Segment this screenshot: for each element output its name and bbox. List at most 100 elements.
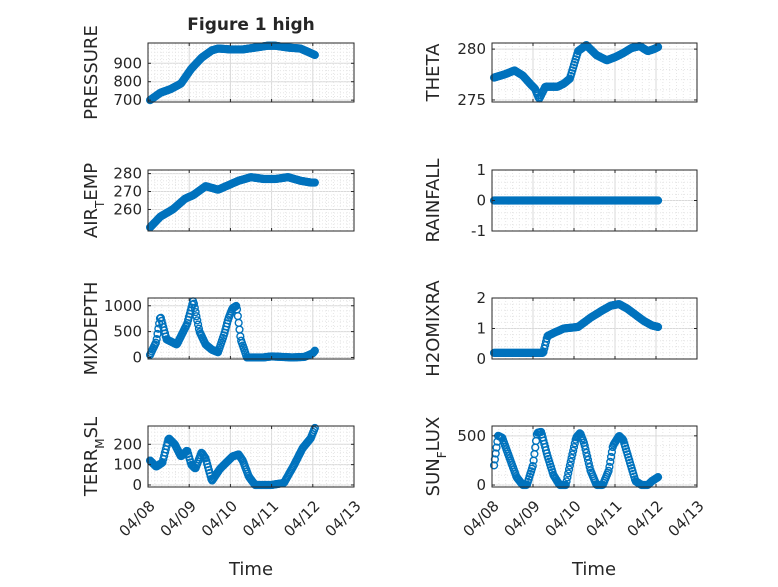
y-tick-label: 500 [113, 323, 142, 341]
x-tick-label: 04/13 [664, 497, 707, 540]
x-axis-label-left: Time [228, 559, 273, 580]
data-point [310, 50, 319, 60]
series-air-temp [145, 173, 319, 232]
y-tick-label: 1 [476, 320, 486, 338]
y-tick-label: 1 [476, 161, 486, 179]
y-tick-label: 280 [457, 40, 486, 58]
data-point [565, 461, 574, 470]
data-point [606, 452, 616, 462]
data-point [653, 42, 663, 52]
data-point [191, 307, 200, 317]
data-point [569, 446, 578, 455]
data-point [564, 469, 573, 478]
data-point [193, 320, 203, 329]
data-point [310, 178, 319, 187]
data-point [190, 303, 199, 313]
x-tick-label: 04/09 [157, 497, 200, 540]
y-tick-label: 100 [113, 456, 142, 474]
data-point [653, 322, 663, 332]
data-point [563, 473, 572, 482]
data-point [192, 312, 201, 321]
axes-box [147, 42, 355, 103]
x-tick-label: 04/11 [239, 497, 282, 540]
y-axis-label: MIXDEPTH [81, 282, 102, 376]
data-point [193, 316, 202, 325]
data-point [604, 466, 613, 475]
y-tick-label: 700 [113, 91, 142, 109]
subplot-sun-flux: 0 500 SUNFLUX 04/0804/0904/1004/1104/1204/1… [423, 417, 708, 541]
data-point [489, 461, 499, 470]
y-axis-label: H2OMIXRA [423, 280, 444, 377]
axes-box [147, 425, 355, 488]
y-tick-label: 200 [113, 435, 142, 453]
y-tick-label: 500 [457, 427, 486, 445]
y-tick-label: 0 [132, 476, 142, 494]
y-axis-label: AIRTEMP [81, 163, 107, 238]
x-tick-label: 04/11 [582, 497, 625, 540]
data-point [492, 443, 501, 452]
data-point [490, 455, 499, 464]
y-tick-label: 2 [476, 289, 486, 307]
subplot-theta: 275 280 THETA [423, 40, 698, 109]
data-point [564, 465, 574, 474]
x-tick-label: 04/09 [500, 497, 543, 540]
x-axis-label-right: Time [571, 559, 616, 580]
data-point [561, 480, 570, 490]
axes-box [147, 169, 355, 232]
data-point [585, 462, 594, 472]
series-mixdepth [145, 297, 319, 362]
y-axis-label: RAINFALL [423, 159, 444, 243]
data-point [607, 447, 617, 457]
data-point [562, 477, 571, 486]
x-tick-label: 04/12 [280, 497, 323, 540]
x-tick-label: 04/10 [198, 497, 241, 540]
data-point [538, 348, 547, 358]
series-pressure [145, 41, 319, 105]
data-point [568, 450, 577, 459]
data-point [569, 442, 579, 452]
y-tick-label: -1 [471, 222, 486, 240]
data-point [567, 454, 576, 463]
data-point [566, 457, 575, 466]
y-axis-label: THETA [423, 43, 444, 103]
y-tick-label: 260 [113, 200, 142, 218]
data-point [653, 473, 663, 482]
y-axis-label: TERRMSL [81, 417, 107, 497]
data-point [304, 436, 314, 445]
data-point [152, 335, 161, 344]
y-tick-label: 0 [476, 476, 486, 494]
y-tick-label: 1000 [104, 297, 142, 315]
x-tick-label: 04/08 [459, 497, 502, 540]
data-point [310, 346, 319, 355]
data-point [151, 338, 160, 347]
y-tick-label: 275 [457, 91, 486, 109]
y-tick-label: 0 [476, 192, 486, 210]
y-tick-label: 800 [113, 73, 142, 91]
series-rainfall [489, 196, 663, 205]
y-tick-label: 270 [113, 183, 142, 201]
series-theta [489, 40, 663, 103]
y-tick-label: 900 [113, 54, 142, 72]
y-tick-label: 0 [476, 350, 486, 368]
x-tick-label: 04/10 [541, 497, 584, 540]
data-point [606, 457, 615, 466]
data-point [653, 196, 663, 205]
y-axis-label: PRESSURE [81, 25, 102, 120]
x-tick-label: 04/12 [623, 497, 666, 540]
axes-box [491, 425, 698, 488]
y-tick-label: 0 [132, 348, 142, 366]
series-h2omixra [489, 300, 663, 358]
axes-box [491, 42, 698, 103]
axes-box [147, 297, 355, 360]
data-point [309, 347, 319, 356]
series-terr-msl [145, 423, 319, 490]
x-tick-label: 04/08 [115, 497, 158, 540]
subplot-h2omixra: 0 1 2 H2OMIXRA [423, 280, 698, 377]
data-point [310, 423, 319, 433]
series-sun-flux [489, 427, 663, 490]
